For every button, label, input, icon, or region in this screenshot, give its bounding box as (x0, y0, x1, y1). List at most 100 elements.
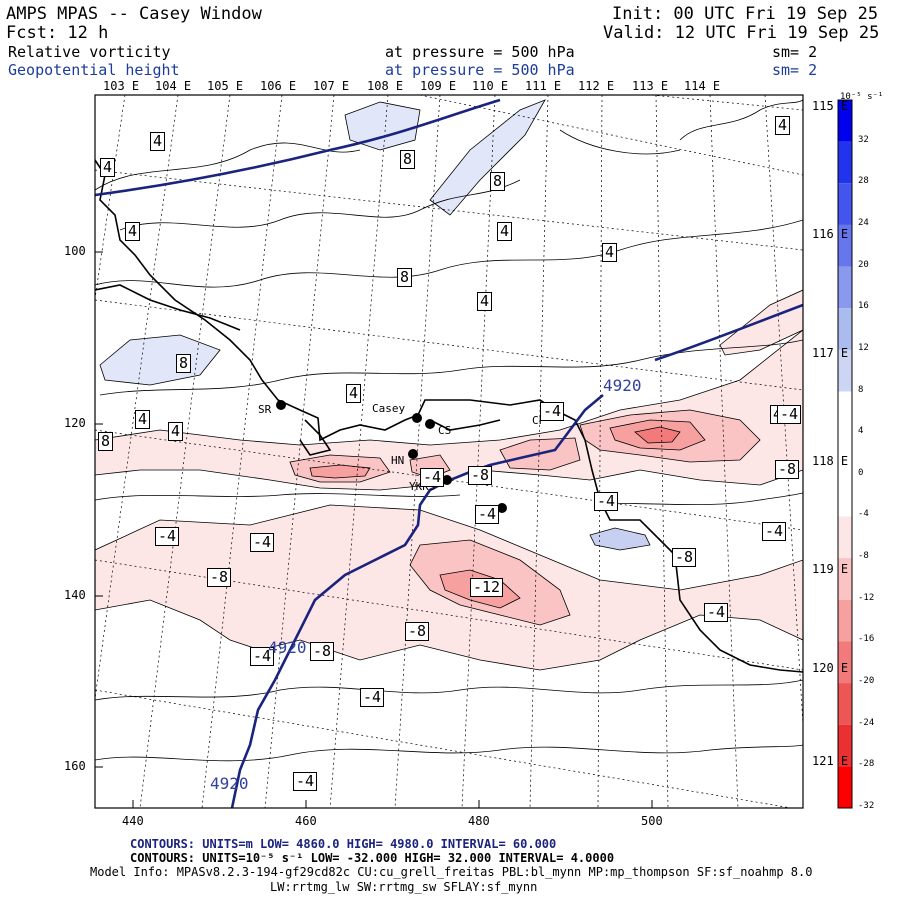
vorticity-contour-label: -8 (672, 548, 697, 567)
vorticity-negative-shading (634, 426, 681, 444)
forecast-hour: Fcst: 12 h (6, 23, 109, 43)
colorbar-segment (838, 766, 852, 808)
longitude-label: 112 E (578, 79, 615, 93)
longitude-label: 109 E (420, 79, 457, 93)
height-contour-label: 4920 (210, 774, 249, 793)
colorbar-segment (838, 599, 852, 642)
vorticity-contour-label: 4 (100, 158, 116, 177)
vorticity-contour-label: -8 (207, 568, 232, 587)
colorbar-label: -24 (858, 717, 875, 728)
longitude-label: 120 E (812, 661, 849, 675)
init-time: Init: 00 UTC Fri 19 Sep 25 (612, 4, 879, 24)
vorticity-contour-label: 4 (477, 292, 493, 311)
longitude-label: 103 E (103, 79, 140, 93)
colorbar-label: -12 (858, 592, 875, 603)
colorbar-segment (838, 433, 852, 475)
longitude-label: 115 E (812, 99, 849, 113)
colorbar-label: 4 (858, 426, 864, 437)
colorbar-label: 16 (858, 301, 869, 312)
colorbar-segment (838, 391, 852, 434)
longitude-label: 119 E (812, 562, 849, 576)
vorticity-contour-label: -8 (405, 622, 430, 641)
vorticity-contour-label: -4 (420, 468, 445, 487)
height-contours (95, 98, 803, 808)
x-tick-label: 480 (468, 814, 490, 828)
vorticity-contour-label: 4 (168, 422, 184, 441)
station-cs-dot (425, 419, 435, 429)
colorbar-segment (838, 641, 852, 684)
height-contour-label: 4920 (603, 376, 642, 395)
vorticity-contours (95, 99, 803, 762)
longitude-label: 116 E (812, 227, 849, 241)
colorbar-label: 12 (858, 342, 869, 353)
colorbar-label: 8 (858, 384, 864, 395)
vorticity-contour-label: 4 (775, 116, 791, 135)
colorbar-label: 24 (858, 217, 869, 228)
longitude-label: 106 E (260, 79, 297, 93)
station-label: HN (391, 454, 405, 467)
y-tick-label: 160 (64, 759, 86, 773)
station-ykks-dot (442, 475, 452, 485)
longitude-label: 114 E (684, 79, 721, 93)
x-tick-label: 500 (641, 814, 663, 828)
colorbar-segment (838, 266, 852, 309)
colorbar-segment (838, 349, 852, 392)
vorticity-contour-label: 4 (346, 384, 362, 403)
vorticity-contour-label: 8 (397, 268, 413, 287)
colorbar-segment (838, 516, 852, 559)
colorbar-label: -32 (858, 801, 875, 811)
vorticity-contour-label: -4 (360, 688, 385, 707)
station-hn-dot (408, 449, 418, 459)
parallel-lines (95, 95, 803, 808)
y-tick-label: 100 (64, 244, 86, 258)
vorticity-contour-label: 8 (176, 354, 192, 373)
vorticity-positive-shading (429, 99, 546, 216)
colorbar-segment (838, 724, 852, 767)
vorticity-contour-label: -4 (540, 402, 565, 421)
vorticity-contour-label: -4 (777, 405, 802, 424)
vorticity-contour-label: -4 (155, 527, 180, 546)
colorbar (837, 99, 853, 809)
colorbar-units: 10⁻⁵ s⁻¹ (840, 92, 884, 102)
colorbar-label: 20 (858, 259, 869, 270)
station-label: CS (438, 424, 452, 437)
colorbar-frame (837, 99, 853, 809)
field1-name: Relative vorticity (8, 43, 171, 61)
colorbar-label: -8 (858, 551, 869, 562)
station-label: Casey (372, 402, 406, 415)
chart-title: AMPS MPAS -- Casey Window (6, 4, 262, 24)
coastline (95, 159, 803, 673)
colorbar-segment (838, 474, 852, 517)
vorticity-contour-label: 8 (400, 150, 416, 169)
vorticity-contour-label: 8 (490, 172, 506, 191)
station-sr-dot (276, 400, 286, 410)
vorticity-contour-label: -4 (704, 603, 729, 622)
colorbar-segment (838, 141, 852, 184)
colorbar-label: 0 (858, 467, 864, 478)
colorbar-segment (838, 224, 852, 267)
vorticity-contour-label: -4 (250, 647, 275, 666)
vorticity-contour-label: -4 (475, 505, 500, 524)
vorticity-contour-label: 4 (150, 132, 166, 151)
longitude-label: 107 E (313, 79, 350, 93)
vorticity-contour-label: 8 (98, 432, 114, 451)
vorticity-contour-label: -4 (293, 772, 318, 791)
vorticity-contour-label: -4 (762, 522, 787, 541)
colorbar-segment (838, 558, 852, 600)
longitude-label: 117 E (812, 346, 849, 360)
vorticity-contour-label: 4 (125, 222, 141, 241)
footer-model-info-2: LW:rrtmg_lw SW:rrtmg_sw SFLAY:sf_mynn (270, 880, 538, 894)
longitude-label: 113 E (632, 79, 669, 93)
meridian-lines (95, 95, 803, 808)
y-tick-label: 140 (64, 588, 86, 602)
axis-ticks (95, 251, 653, 808)
colorbar-label: -16 (858, 634, 875, 645)
colorbar-segment (838, 183, 852, 225)
footer-height-contours: CONTOURS: UNITS=m LOW= 4860.0 HIGH= 4980… (130, 837, 557, 851)
colorbar-label: -20 (858, 676, 875, 687)
station-label: SR (258, 403, 272, 416)
colorbar-label: -28 (858, 759, 875, 770)
vorticity-positive-shading (344, 101, 421, 151)
footer-vorticity-contours: CONTOURS: UNITS=10⁻⁵ s⁻¹ LOW= -32.000 HI… (130, 851, 615, 865)
